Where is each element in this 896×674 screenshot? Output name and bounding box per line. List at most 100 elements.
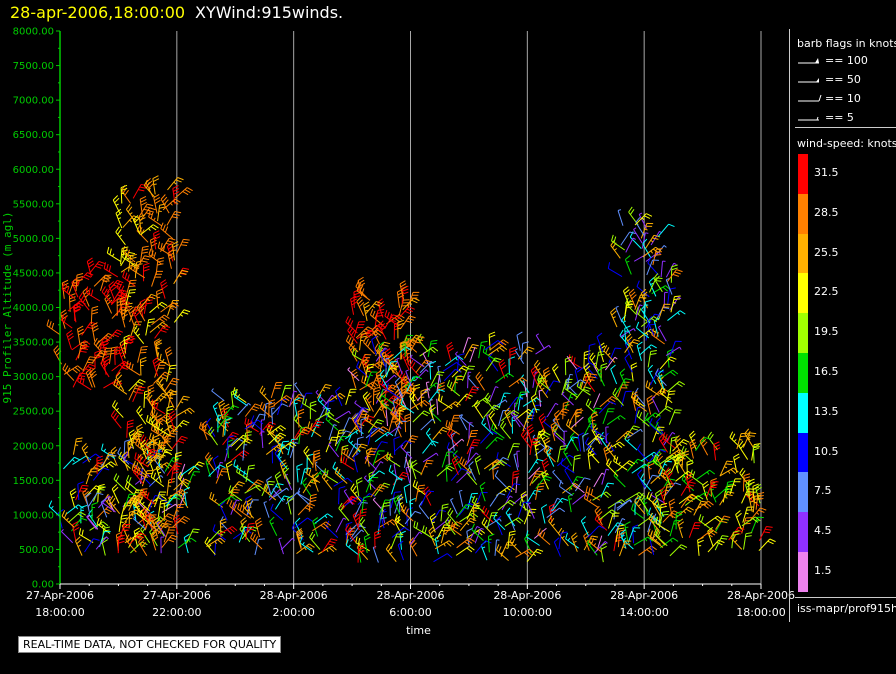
wind-barb (444, 516, 456, 535)
wind-barb (361, 358, 370, 378)
wind-barb (474, 455, 482, 475)
wind-barb (171, 241, 179, 261)
wind-barb (125, 289, 136, 306)
wind-barb (376, 391, 388, 410)
wind-barb (467, 492, 478, 510)
wind-barb (153, 230, 161, 250)
wind-barb (739, 467, 750, 487)
wind-barb (478, 340, 488, 359)
wind-barb (616, 378, 632, 393)
wind-barb (126, 419, 134, 438)
wind-barb (531, 471, 549, 484)
wind-barb (636, 410, 650, 427)
wind-barb (96, 332, 115, 345)
barb-legend-label: == 100 (825, 54, 868, 67)
wind-barb (537, 528, 551, 546)
y-tick-label: 7000.00 (13, 96, 54, 107)
colorbar-label: 19.5 (814, 325, 839, 339)
wind-barb (553, 537, 561, 557)
wind-barb (231, 450, 250, 461)
wind-barb (451, 455, 460, 475)
wind-barb (730, 532, 743, 550)
wind-barb (742, 473, 751, 492)
wind-barb (115, 208, 123, 229)
wind-barb (688, 522, 702, 538)
wind-barb (719, 467, 739, 477)
wind-barb (488, 345, 508, 356)
wind-barb (149, 236, 158, 257)
wind-barb (521, 341, 529, 360)
wind-barb (78, 292, 90, 311)
wind-barb (450, 468, 468, 482)
x-tick-label-time: 18:00:00 (736, 606, 785, 619)
wind-barb (115, 226, 126, 246)
wind-barb (528, 467, 541, 480)
wind-barb (658, 369, 665, 389)
wind-barb (605, 458, 618, 477)
wind-barb (758, 538, 776, 552)
wind-barb (404, 335, 418, 353)
wind-barb (124, 481, 138, 498)
wind-barb (89, 368, 97, 388)
wind-barb (271, 407, 275, 425)
wind-barb (69, 488, 77, 508)
wind-barb (155, 339, 163, 359)
wind-barb (371, 461, 384, 476)
wind-barb (321, 538, 338, 553)
wind-barb (295, 426, 312, 441)
wind-barb (76, 272, 94, 285)
wind-barb (667, 287, 676, 306)
wind-barb (379, 369, 389, 389)
wind-barb (631, 463, 651, 474)
wind-barb (660, 260, 666, 278)
wind-barb (444, 355, 464, 366)
wind-barb (144, 514, 157, 531)
colorbar-cell (798, 193, 808, 234)
wind-barb (219, 501, 228, 521)
wind-barb (681, 445, 694, 464)
wind-barb (600, 482, 615, 498)
wind-barb (410, 354, 424, 367)
wind-barb (647, 364, 657, 385)
wind-barb (459, 517, 477, 532)
wind-barb (640, 451, 660, 462)
wind-barb (486, 414, 491, 432)
wind-barb (533, 527, 547, 539)
wind-barb (475, 371, 486, 391)
wind-barb (748, 492, 756, 512)
wind-barb (345, 524, 357, 543)
wind-barb (436, 465, 455, 477)
wind-barb (587, 445, 600, 464)
wind-barb (77, 375, 92, 391)
wind-barb (117, 447, 130, 465)
wind-barb (166, 461, 183, 477)
barb-legend-item: == 10 (797, 92, 896, 106)
wind-barb (590, 411, 598, 431)
wind-barb (380, 388, 395, 405)
wind-barb (356, 436, 364, 455)
wind-barb (321, 471, 333, 490)
wind-barb (299, 536, 314, 553)
wind-barb (404, 451, 411, 468)
wind-barb (393, 494, 401, 515)
wind-barb (510, 411, 521, 428)
x-tick-label-date: 28-Apr-2006 (493, 589, 561, 602)
wind-barb (553, 431, 567, 445)
wind-barb (139, 356, 147, 376)
wind-barb (744, 428, 754, 448)
wind-barb (488, 410, 498, 430)
wind-barb (150, 530, 159, 551)
wind-barb (160, 302, 179, 313)
wind-barb (558, 480, 573, 496)
wind-barb (455, 545, 475, 556)
wind-barb (494, 539, 500, 556)
wind-barb (624, 339, 640, 353)
wind-barb (139, 245, 149, 264)
wind-barb (456, 537, 475, 549)
wind-barb (642, 412, 661, 424)
wind-barb (595, 350, 605, 369)
wind-barb (140, 439, 148, 460)
wind-barb (565, 532, 579, 549)
wind-barb (489, 492, 506, 507)
